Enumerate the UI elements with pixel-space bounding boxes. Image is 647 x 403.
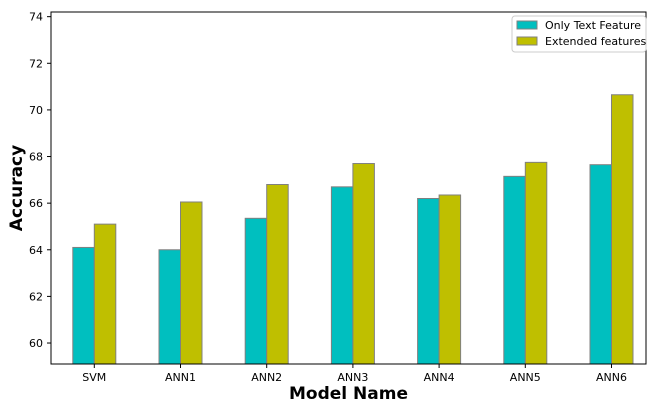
bar-ann3-extended-features bbox=[352, 163, 375, 365]
bar-ann5-only-text-feature bbox=[503, 175, 526, 365]
y-ticks: 60 62 64 66 68 70 72 74 bbox=[29, 11, 51, 350]
x-tick-label-ann5: ANN5 bbox=[510, 371, 541, 384]
y-tick-label-70: 70 bbox=[29, 104, 43, 117]
y-tick-label-60: 60 bbox=[29, 337, 43, 350]
x-axis-title: Model Name bbox=[289, 384, 408, 403]
plot-frame bbox=[50, 11, 647, 365]
bar-svm-extended-features bbox=[93, 223, 117, 365]
legend-label-extended: Extended features bbox=[545, 35, 646, 48]
x-tick-label-ann3: ANN3 bbox=[337, 371, 368, 384]
bar-ann4-only-text-feature bbox=[417, 197, 440, 365]
bar-ann5-extended-features bbox=[524, 161, 548, 365]
bar-ann3-only-text-feature bbox=[330, 186, 354, 365]
y-tick-label-74: 74 bbox=[29, 11, 43, 24]
legend-label-only-text: Only Text Feature bbox=[545, 19, 641, 32]
x-tick-label-ann2: ANN2 bbox=[251, 371, 282, 384]
bar-ann2-extended-features bbox=[266, 184, 289, 365]
bar-ann6-only-text-feature bbox=[589, 164, 612, 365]
legend: Only Text Feature Extended features bbox=[511, 15, 647, 53]
x-ticks: SVM ANN1 ANN2 ANN3 ANN4 ANN5 ANN6 bbox=[82, 364, 627, 384]
y-tick-label-66: 66 bbox=[29, 197, 43, 210]
bar-ann2-only-text-feature bbox=[244, 217, 268, 365]
y-tick-label-64: 64 bbox=[29, 244, 43, 257]
bar-ann6-extended-features bbox=[611, 94, 634, 365]
axes-layer bbox=[50, 11, 647, 365]
bar-svm-only-text-feature bbox=[72, 246, 95, 365]
bar-ann1-extended-features bbox=[180, 201, 203, 365]
bar-ann4-extended-features bbox=[438, 194, 462, 365]
legend-swatch-only-text bbox=[516, 20, 538, 30]
y-tick-label-62: 62 bbox=[29, 290, 43, 303]
y-tick-label-72: 72 bbox=[29, 57, 43, 70]
legend-box bbox=[511, 15, 647, 53]
legend-swatch-extended bbox=[516, 36, 538, 46]
x-tick-label-ann1: ANN1 bbox=[165, 371, 196, 384]
x-tick-label-ann6: ANN6 bbox=[596, 371, 627, 384]
x-tick-label-ann4: ANN4 bbox=[424, 371, 455, 384]
bars-layer bbox=[72, 94, 634, 365]
y-axis-title: Accuracy bbox=[7, 145, 27, 231]
y-tick-label-68: 68 bbox=[29, 151, 43, 164]
bar-ann1-only-text-feature bbox=[158, 249, 181, 365]
x-tick-label-svm: SVM bbox=[82, 371, 106, 384]
